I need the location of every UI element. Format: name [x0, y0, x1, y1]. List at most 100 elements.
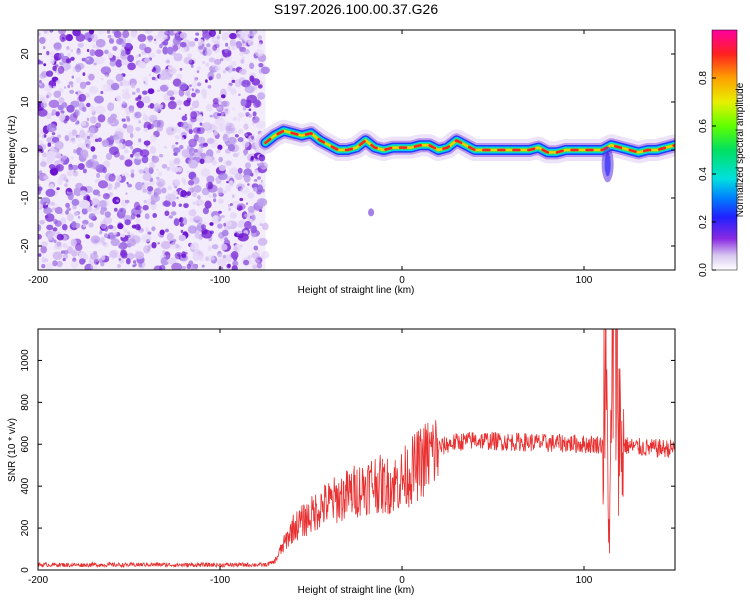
noise-speckle [235, 134, 239, 138]
noise-speckle [98, 180, 108, 189]
noise-speckle [120, 249, 128, 258]
noise-speckle [211, 160, 217, 166]
noise-speckle [112, 231, 118, 236]
noise-speckle [109, 192, 113, 197]
noise-speckle [226, 264, 231, 269]
noise-speckle [97, 193, 101, 197]
noise-speckle [166, 254, 170, 258]
noise-speckle [227, 258, 231, 262]
noise-speckle [165, 59, 171, 64]
noise-speckle [171, 201, 177, 208]
noise-speckle [259, 154, 263, 157]
noise-speckle [117, 223, 124, 230]
noise-speckle [196, 82, 202, 87]
noise-speckle [130, 33, 133, 37]
noise-speckle [251, 78, 261, 86]
noise-speckle [82, 223, 87, 228]
noise-speckle [73, 188, 83, 197]
noise-speckle [97, 30, 105, 35]
noise-speckle [151, 226, 156, 232]
noise-speckle [176, 73, 183, 80]
snr-frame [37, 328, 676, 571]
noise-speckle [93, 208, 101, 215]
noise-speckle [101, 139, 109, 148]
noise-speckle [237, 220, 244, 228]
noise-speckle [257, 176, 261, 180]
noise-speckle [144, 57, 150, 63]
noise-speckle [132, 260, 137, 264]
noise-speckle [222, 254, 227, 259]
y-tick-label: 400 [20, 477, 31, 494]
noise-speckle [144, 213, 150, 220]
noise-speckle [188, 187, 193, 192]
noise-speckle [93, 62, 97, 66]
noise-speckle [237, 112, 245, 118]
noise-speckle [53, 90, 62, 99]
noise-speckle [144, 30, 153, 34]
x-tick-label: -100 [210, 275, 230, 286]
noise-speckle [232, 107, 236, 111]
noise-speckle [256, 262, 263, 269]
noise-speckle [132, 91, 136, 96]
noise-speckle [73, 211, 79, 216]
spectrogram-x-label: Height of straight line (km) [298, 285, 415, 296]
noise-speckle [110, 238, 120, 247]
noise-speckle [89, 105, 95, 113]
noise-speckle [254, 49, 264, 57]
noise-speckle [192, 201, 196, 205]
noise-speckle [147, 231, 152, 235]
noise-speckle [87, 135, 90, 140]
noise-speckle [143, 140, 151, 146]
noise-speckle [100, 90, 104, 95]
noise-speckle [217, 144, 223, 151]
noise-speckle [213, 58, 222, 65]
noise-speckle [100, 236, 105, 244]
noise-speckle [173, 185, 178, 189]
noise-speckle [166, 166, 171, 171]
noise-speckle [51, 233, 56, 237]
noise-speckle [153, 38, 157, 42]
noise-speckle [236, 203, 246, 211]
noise-speckle [203, 47, 207, 52]
noise-speckle [147, 35, 154, 41]
noise-speckle [227, 144, 236, 152]
noise-speckle [104, 49, 109, 55]
noise-speckle [135, 55, 139, 59]
noise-speckle [186, 263, 191, 270]
noise-speckle [57, 65, 65, 74]
noise-speckle [107, 102, 115, 112]
noise-speckle [166, 84, 169, 88]
noise-speckle [138, 138, 142, 143]
noise-speckle [206, 137, 215, 144]
noise-speckle [243, 123, 249, 130]
noise-speckle [189, 107, 194, 111]
noise-speckle [208, 76, 214, 81]
noise-speckle [148, 52, 156, 59]
noise-speckle [94, 138, 99, 142]
noise-speckle [108, 38, 115, 44]
noise-speckle [54, 206, 63, 214]
noise-speckle [208, 57, 216, 63]
y-tick-label: 10 [20, 96, 31, 108]
noise-speckle [51, 132, 56, 136]
noise-speckle [178, 107, 181, 110]
noise-speckle [207, 245, 212, 252]
noise-speckle [188, 147, 196, 156]
noise-speckle [253, 245, 259, 251]
noise-speckle [124, 149, 129, 154]
noise-speckle [49, 50, 56, 58]
noise-speckle [79, 199, 91, 209]
noise-speckle [65, 58, 72, 64]
noise-speckle [115, 95, 122, 102]
noise-speckle [144, 46, 152, 54]
noise-speckle [114, 135, 124, 144]
noise-speckle [225, 67, 230, 71]
noise-speckle [63, 176, 67, 181]
noise-speckle [38, 234, 42, 240]
noise-speckle [237, 137, 244, 143]
noise-speckle [59, 161, 64, 165]
noise-speckle [109, 135, 114, 140]
noise-speckle [85, 234, 89, 238]
noise-speckle [250, 172, 254, 177]
noise-speckle [180, 229, 184, 234]
